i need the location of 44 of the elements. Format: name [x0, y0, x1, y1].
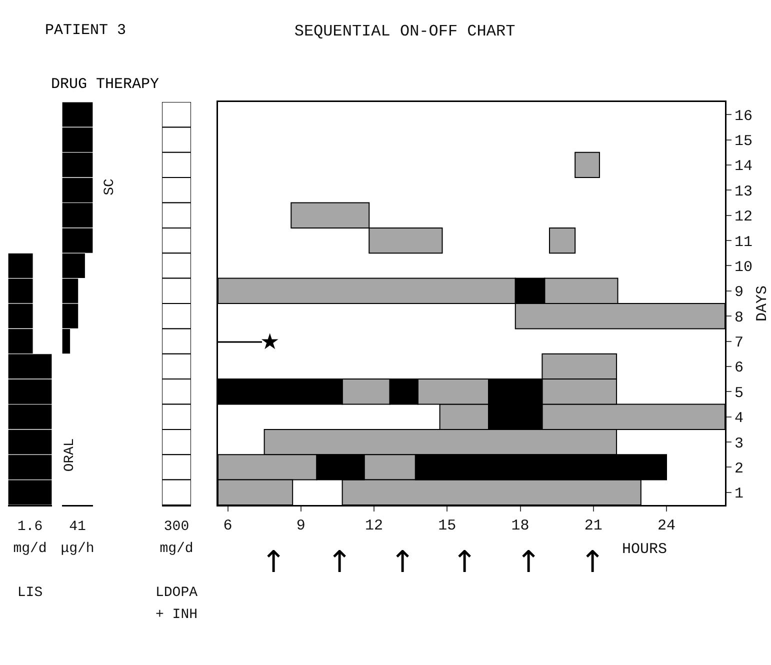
y-tick-label: 11 [734, 234, 753, 251]
text: ↑ [516, 545, 542, 580]
annotation: ★ [260, 330, 280, 355]
text: ↑ [390, 545, 416, 580]
chart-title: SEQUENTIAL ON-OFF CHART [294, 22, 516, 41]
text: SC [102, 178, 118, 196]
y-tick-label: 9 [734, 284, 744, 302]
y-tick-label: 3 [734, 435, 744, 452]
text: ↑ [327, 545, 352, 580]
text: LIS [16, 584, 44, 603]
x-tick-label: 18 [511, 518, 530, 534]
x-tick-label: 15 [438, 518, 456, 534]
x-tick-label: 6 [223, 518, 232, 534]
text: LDOPA + INH [154, 584, 198, 625]
text: ↑ [261, 545, 286, 580]
bar [574, 152, 600, 178]
x-axis-title: 1.6 mg/d [12, 518, 48, 559]
y-tick-label: 7 [734, 334, 744, 352]
text: ORAL [62, 438, 78, 472]
y-tick-label: 12 [734, 208, 753, 226]
x-axis-title: 300 mg/d [158, 518, 194, 559]
y-tick-label: 4 [734, 410, 744, 428]
text: PATIENT 3 [45, 22, 126, 39]
y-tick-label: 5 [734, 384, 744, 402]
y-tick-label: 14 [734, 158, 753, 176]
y-tick-label: 8 [734, 309, 744, 326]
y-tick-label: 13 [734, 183, 753, 200]
y-tick-label: 1 [734, 486, 744, 503]
x-tick-label: 24 [657, 518, 676, 534]
text: ↑ [580, 545, 606, 580]
x-axis-title: 41 μg/h [60, 518, 96, 559]
y-tick-label: 2 [734, 460, 744, 478]
y-tick-label: 6 [734, 360, 744, 377]
x-tick-label: 21 [584, 518, 602, 534]
bar [549, 227, 576, 254]
y-tick-label: 15 [734, 133, 753, 150]
text: DRUG THERAPY [51, 76, 160, 93]
x-tick-label: 9 [296, 518, 306, 534]
y-axis-title: DAYS [754, 285, 771, 322]
text: ↑ [452, 545, 478, 580]
y-tick-label: 16 [734, 108, 753, 125]
x-tick-label: 12 [364, 518, 384, 534]
y-tick-label: 10 [734, 258, 753, 276]
x-axis-title: HOURS [622, 541, 668, 558]
